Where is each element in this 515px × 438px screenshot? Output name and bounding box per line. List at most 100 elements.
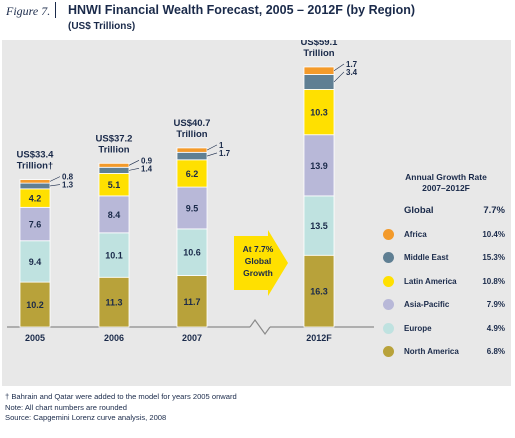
legend-item-asia-pacific: Asia-Pacific 7.9% [379,299,513,310]
footnote-note: Note: All chart numbers are rounded [5,402,127,412]
legend-rate: 4.9% [486,323,505,333]
data-label-europe: 9.4 [29,257,42,267]
legend-name: Europe [404,323,432,333]
data-label-asia-pacific: 9.5 [186,203,199,213]
legend-item-africa: Africa 10.4% [379,228,513,240]
axis-break-mark [249,318,271,336]
legend-title-line1: Annual Growth Rate [405,172,487,182]
data-label-asia-pacific: 8.4 [108,210,121,220]
bar-segment-latin-america [303,89,335,136]
legend-global-label: Global [404,205,434,216]
legend-title-line2: 2007–2012F [422,183,470,193]
legend-swatch-latin-america [383,275,394,287]
total-label: US$59.1 [301,40,339,48]
total-label-unit: Trillion† [17,161,53,172]
legend-name: Middle East [404,253,449,262]
legend-item-europe: Europe 4.9% [379,322,513,334]
figure-label: Figure 7. [6,4,51,18]
leader-line-middle-east [206,152,218,157]
data-label-africa: 0.8 [62,173,74,182]
legend-item-middle-east: Middle East 15.3% [379,252,513,263]
total-label-unit: Trillion [176,129,207,140]
bar-segment-north-america [19,281,51,328]
data-label-africa: 1 [219,141,224,150]
title-separator [55,2,56,18]
leader-line-africa [128,160,140,166]
data-label-africa: 1.7 [346,60,358,69]
legend-name: Latin America [404,276,457,286]
bar-segment-middle-east [303,74,335,90]
data-label-asia-pacific: 7.6 [29,220,42,230]
bar-segment-europe [303,195,335,256]
data-label-middle-east: 1.3 [62,181,74,190]
legend-rate: 10.8% [482,276,505,286]
data-label-europe: 10.6 [183,248,201,258]
legend-item-north-america: North America 6.8% [379,346,513,357]
data-label-north-america: 11.7 [183,297,200,307]
data-label-europe: 13.5 [310,221,328,231]
bar-segment-latin-america [176,159,208,188]
total-label: US$37.2 [96,133,133,144]
footnote-dagger: † Bahrain and Qatar were added to the mo… [5,392,237,401]
legend-rate: 15.3% [482,253,505,262]
bar-segment-middle-east [176,151,208,161]
legend-rate: 7.9% [486,300,505,309]
bar-segment-europe [98,232,130,278]
legend-swatch-north-america [383,346,394,357]
data-label-north-america: 10.2 [26,300,44,310]
data-label-latin-america: 10.3 [310,108,328,118]
legend-rate: 10.4% [482,229,505,239]
bar-segment-north-america [303,254,335,328]
chart-title: HNWI Financial Wealth Forecast, 2005 – 2… [68,3,416,17]
bar-segment-europe [19,240,51,283]
legend-global-row: Global 7.7% [379,205,513,216]
data-label-africa: 0.9 [141,156,153,165]
total-label-unit: Trillion [98,144,129,155]
growth-arrow [234,230,288,296]
x-tick-label: 2012F [306,333,332,343]
total-label-unit: Trillion [303,48,334,59]
leader-line-africa [206,144,218,151]
data-label-north-america: 11.3 [105,298,122,308]
data-label-middle-east: 1.7 [219,149,231,158]
legend-item-latin-america: Latin America 10.8% [379,275,513,287]
bar-segment-north-america [176,275,208,328]
leader-line-middle-east [128,168,140,171]
footnotes: † Bahrain and Qatar were added to the mo… [5,392,237,424]
leader-line-africa [333,63,345,71]
growth-arrow-label: At 7.7% [243,244,274,254]
bar-segment-middle-east [19,182,51,190]
data-label-europe: 10.1 [105,251,123,261]
bar-segment-asia-pacific [19,206,51,242]
x-tick-label: 2006 [104,333,124,343]
growth-arrow-label: Growth [243,268,273,278]
legend-name: North America [404,347,459,356]
bar-segment-africa [98,162,130,168]
legend-name: Asia-Pacific [404,300,450,309]
bar-segment-africa [176,147,208,153]
leader-line-africa [49,176,61,182]
bar-segment-middle-east [98,166,130,174]
x-tick-label: 2005 [25,333,45,343]
bar-segment-asia-pacific [303,134,335,197]
bar-segment-asia-pacific [98,195,130,234]
legend-swatch-africa [383,228,394,240]
data-label-latin-america: 6.2 [186,169,199,179]
footnote-source: Source: Capgemini Lorenz curve analysis,… [5,413,167,422]
legend-swatch-asia-pacific [383,299,394,310]
total-label: US$33.4 [17,150,55,161]
data-label-latin-america: 4.2 [29,194,42,204]
total-label: US$40.7 [174,118,211,129]
chart-panel: 10.2 9.4 7.6 4.2 0.8 1.3 US$33.4 Trillion† 2005 1… [2,40,511,386]
legend-title: Annual Growth Rate 2007–2012F [379,172,513,194]
legend-global-rate: 7.7% [483,205,505,216]
leader-line-middle-east [333,71,345,83]
growth-arrow-label: Global [245,256,271,266]
legend-swatch-europe [383,322,394,334]
legend-swatch-middle-east [383,252,394,263]
leader-line-middle-east [49,184,61,187]
data-label-latin-america: 5.1 [108,180,121,190]
legend-name: Africa [404,229,427,239]
bar-segment-africa [19,179,51,184]
